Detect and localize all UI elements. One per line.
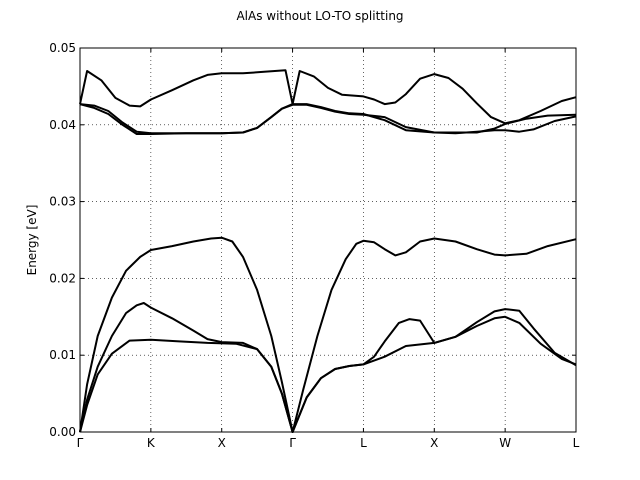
x-tick-label: W bbox=[499, 436, 511, 450]
grid-lines bbox=[80, 48, 576, 432]
y-tick-label: 0.02 bbox=[49, 271, 76, 285]
y-tick-label: 0.03 bbox=[49, 195, 76, 209]
x-tick-label: X bbox=[430, 436, 438, 450]
y-tick-label: 0.05 bbox=[49, 41, 76, 55]
axis-ticks: Γ K X Γ L X W L 0.00 0.01 0.02 0.03 0.04 0.05 bbox=[49, 41, 579, 450]
band-line-6 bbox=[79, 69, 577, 125]
x-tick-label: L bbox=[360, 436, 367, 450]
chart-title: AlAs without LO-TO splitting bbox=[236, 9, 403, 23]
x-tick-label: X bbox=[218, 436, 226, 450]
x-tick-label: K bbox=[147, 436, 156, 450]
y-tick-label: 0.00 bbox=[49, 425, 76, 439]
band-line-5 bbox=[79, 103, 577, 135]
y-tick-label: 0.04 bbox=[49, 118, 76, 132]
x-tick-label: L bbox=[573, 436, 580, 450]
x-tick-label: Γ bbox=[289, 436, 296, 450]
y-tick-label: 0.01 bbox=[49, 348, 76, 362]
x-tick-label: Γ bbox=[77, 436, 84, 450]
y-axis-label: Energy [eV] bbox=[25, 205, 39, 276]
band-line-2 bbox=[79, 302, 577, 433]
band-line-3 bbox=[79, 236, 577, 433]
plot-frame bbox=[79, 47, 577, 433]
phonon-bands bbox=[79, 69, 577, 433]
